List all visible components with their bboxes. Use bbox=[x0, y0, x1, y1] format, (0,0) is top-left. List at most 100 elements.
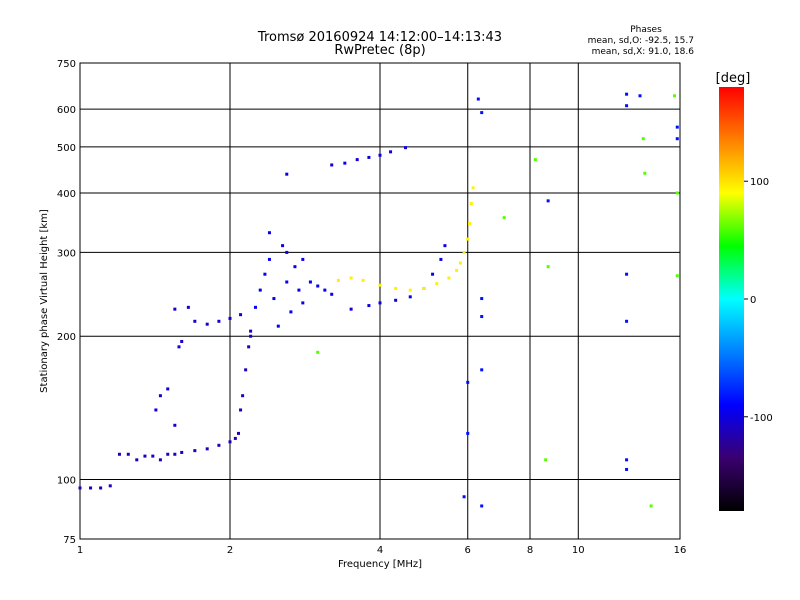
data-point bbox=[455, 268, 459, 272]
data-point bbox=[643, 171, 647, 175]
data-point bbox=[625, 458, 629, 462]
data-point bbox=[675, 274, 679, 278]
data-point bbox=[466, 380, 470, 384]
data-point bbox=[394, 298, 398, 302]
data-point bbox=[394, 286, 398, 290]
data-point bbox=[355, 158, 359, 162]
y-tick-label: 75 bbox=[63, 535, 76, 546]
data-point bbox=[649, 504, 653, 508]
y-axis-label: Stationary phase Virtual Height [km] bbox=[39, 209, 50, 393]
data-point bbox=[173, 452, 177, 456]
colorbar-tick-label: 0 bbox=[750, 295, 756, 306]
x-axis-label: Frequency [MHz] bbox=[338, 559, 422, 570]
data-point bbox=[180, 450, 184, 454]
data-point bbox=[638, 94, 642, 98]
data-point bbox=[367, 304, 371, 308]
data-point bbox=[480, 111, 484, 115]
data-point bbox=[336, 278, 340, 282]
data-point bbox=[466, 431, 470, 435]
data-point bbox=[641, 137, 645, 141]
y-tick-label: 100 bbox=[57, 476, 76, 487]
data-point bbox=[293, 265, 297, 269]
data-point bbox=[625, 272, 629, 276]
data-point bbox=[301, 301, 305, 305]
data-point bbox=[158, 394, 162, 398]
data-point bbox=[480, 297, 484, 301]
y-tick-label: 750 bbox=[57, 59, 76, 70]
x-tick-label: 2 bbox=[227, 545, 233, 556]
data-point bbox=[135, 458, 139, 462]
data-point bbox=[236, 431, 240, 435]
data-point bbox=[239, 313, 243, 317]
data-point bbox=[675, 125, 679, 129]
data-point bbox=[546, 265, 550, 269]
data-point bbox=[276, 324, 280, 328]
data-point bbox=[673, 94, 677, 98]
data-point bbox=[469, 202, 473, 206]
data-point bbox=[258, 288, 262, 292]
data-point bbox=[308, 280, 312, 284]
y-tick-label: 400 bbox=[57, 189, 76, 200]
data-point bbox=[154, 408, 158, 412]
data-point bbox=[193, 319, 197, 323]
data-point bbox=[233, 436, 237, 440]
colorbar bbox=[719, 87, 744, 511]
data-point bbox=[378, 283, 382, 287]
data-point bbox=[205, 447, 209, 451]
chart-title: Tromsø 20160924 14:12:00–14:13:43 bbox=[257, 30, 502, 45]
data-point bbox=[267, 231, 271, 235]
data-point bbox=[301, 257, 305, 261]
data-point bbox=[389, 150, 393, 154]
data-point bbox=[205, 322, 209, 326]
data-point bbox=[447, 276, 451, 280]
y-tick-label: 200 bbox=[57, 332, 76, 343]
data-point bbox=[89, 486, 93, 490]
data-point bbox=[439, 257, 443, 261]
data-point bbox=[480, 315, 484, 319]
data-point bbox=[471, 186, 475, 190]
phases-x-stats: mean, sd,X: 91.0, 18.6 bbox=[592, 47, 695, 57]
data-point bbox=[330, 163, 334, 167]
data-point bbox=[625, 92, 629, 96]
data-point bbox=[173, 307, 177, 311]
data-point bbox=[367, 155, 371, 159]
data-point bbox=[253, 305, 257, 309]
data-point bbox=[480, 504, 484, 508]
data-point bbox=[343, 161, 347, 165]
data-point bbox=[422, 286, 426, 290]
data-point bbox=[177, 345, 181, 349]
phases-o-stats: mean, sd,O: -92.5, 15.7 bbox=[588, 36, 694, 46]
data-point bbox=[458, 261, 462, 265]
data-point bbox=[675, 137, 679, 141]
data-point bbox=[476, 97, 480, 101]
data-point bbox=[228, 316, 232, 320]
data-point bbox=[166, 387, 170, 391]
y-tick-label: 500 bbox=[57, 143, 76, 154]
x-tick-label: 16 bbox=[674, 545, 687, 556]
data-point bbox=[166, 452, 170, 456]
data-point bbox=[180, 339, 184, 343]
data-point bbox=[272, 297, 276, 301]
chart-subtitle: RwPretec (8p) bbox=[334, 43, 425, 58]
data-point bbox=[502, 216, 506, 220]
data-point bbox=[323, 288, 327, 292]
data-point bbox=[403, 146, 407, 150]
data-point bbox=[126, 452, 130, 456]
data-point bbox=[193, 449, 197, 453]
data-point bbox=[249, 334, 253, 338]
colorbar-ticks: 100 0 -100 bbox=[744, 177, 773, 424]
data-point bbox=[361, 278, 365, 282]
x-tick-label: 1 bbox=[77, 545, 83, 556]
x-tick-labels: 1 2 4 6 8 10 16 bbox=[77, 545, 687, 556]
data-point bbox=[263, 272, 267, 276]
y-tick-labels: 75 100 200 300 400 500 600 750 bbox=[57, 59, 76, 546]
data-point bbox=[285, 172, 289, 176]
data-point bbox=[349, 307, 353, 311]
data-point bbox=[443, 244, 447, 248]
data-point bbox=[217, 443, 221, 447]
data-point bbox=[289, 310, 293, 314]
data-point bbox=[533, 158, 537, 162]
data-point bbox=[378, 153, 382, 157]
data-point bbox=[78, 486, 82, 490]
